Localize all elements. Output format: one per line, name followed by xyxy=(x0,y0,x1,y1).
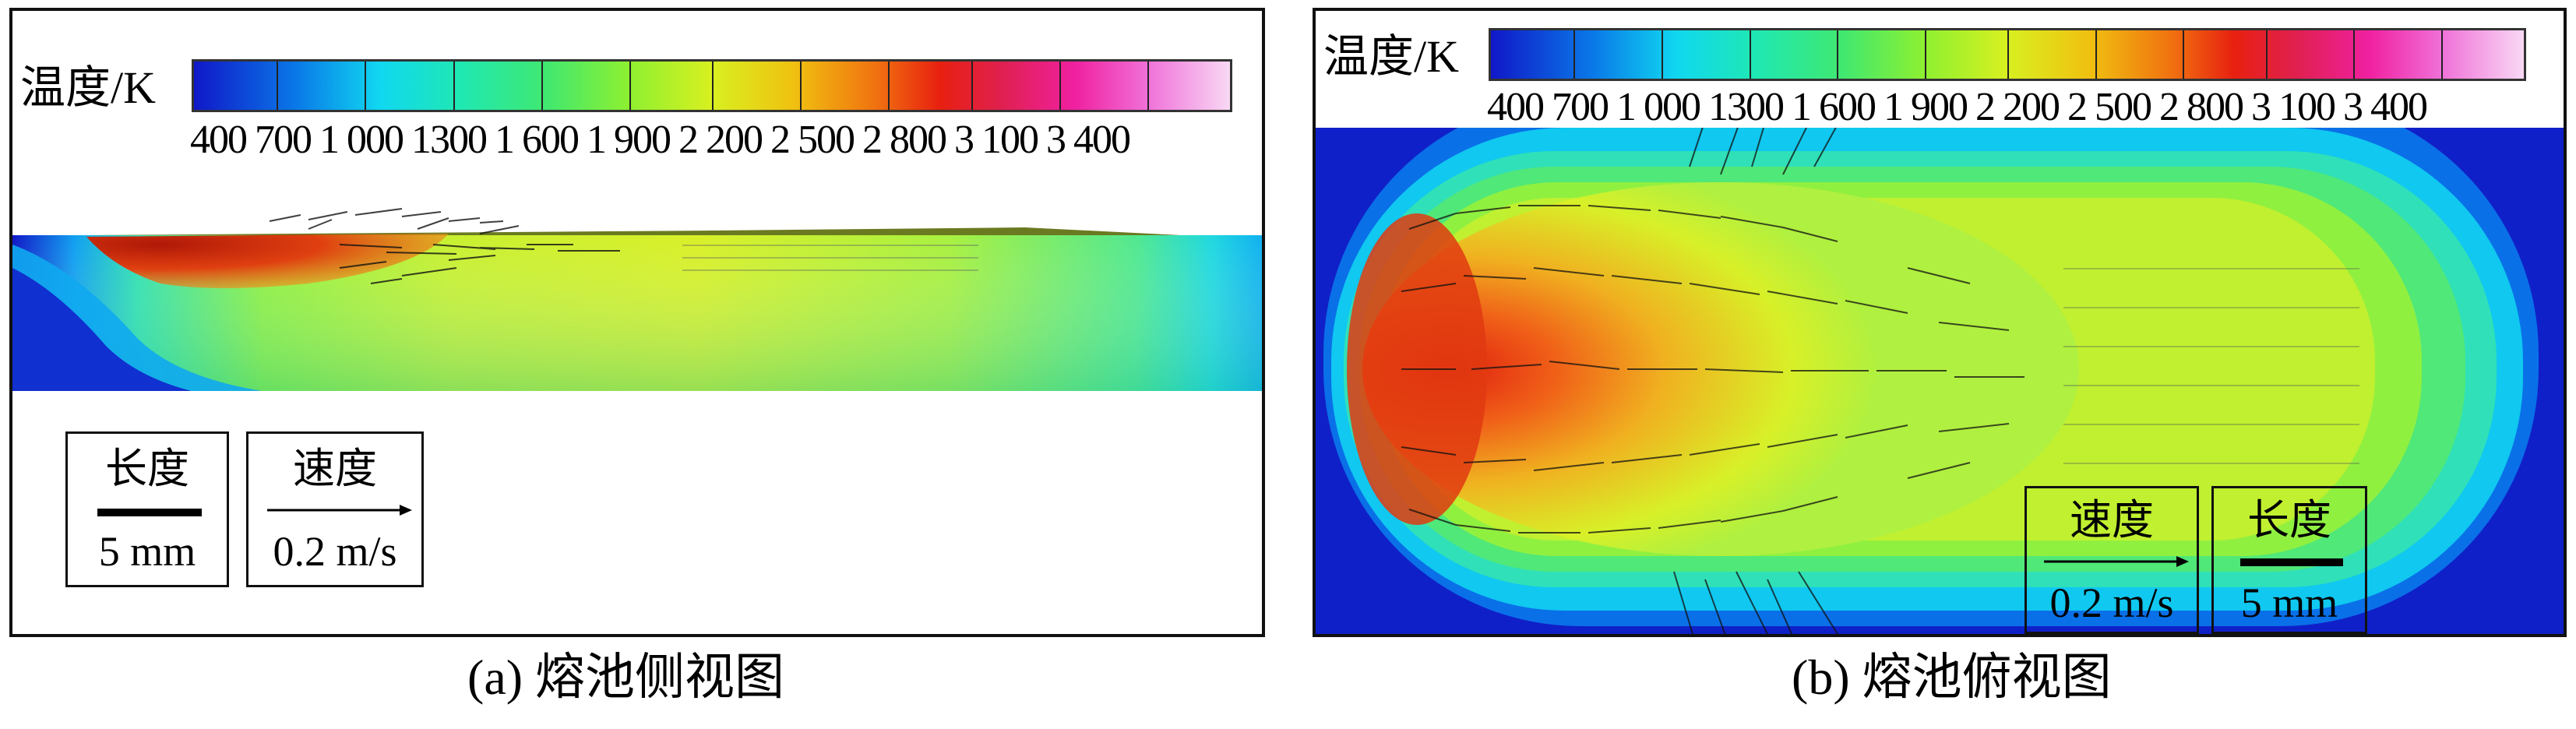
length-value: 5 mm xyxy=(2240,579,2338,626)
colorbar-tick-labels: 400 700 1 000 1300 1 600 1 900 2 200 2 5… xyxy=(1487,85,2428,129)
speed-value: 0.2 m/s xyxy=(2049,579,2174,626)
speed-label: 速度 xyxy=(293,446,377,492)
length-label: 长度 xyxy=(105,446,189,492)
cold-region xyxy=(12,268,192,391)
length-scale-bar xyxy=(97,509,202,516)
colorbar-tick-labels: 400 700 1 000 1300 1 600 1 900 2 200 2 5… xyxy=(190,118,1131,162)
speed-scale-legend: 速度 0.2 m/s xyxy=(2025,486,2199,634)
speed-arrow-icon xyxy=(2044,556,2189,567)
length-scale-legend: 长度 5 mm xyxy=(2211,486,2367,634)
colorbar-title: 温度/K xyxy=(20,62,157,113)
molten-pool xyxy=(86,234,449,288)
colorbar xyxy=(1489,28,2526,81)
colorbar-title: 温度/K xyxy=(1323,31,1460,82)
speed-label: 速度 xyxy=(2070,497,2154,544)
speed-scale-legend: 速度 0.2 m/s xyxy=(246,431,424,587)
velocity-vectors xyxy=(1401,80,2025,634)
length-value: 5 mm xyxy=(98,528,196,575)
deposited-track xyxy=(90,227,1181,235)
cool-region xyxy=(12,245,262,391)
speed-arrow-icon xyxy=(267,505,412,516)
colorbar xyxy=(192,59,1232,112)
caption-side-view: (a) 熔池侧视图 xyxy=(467,650,785,705)
length-scale-legend: 长度 5 mm xyxy=(65,431,229,587)
caption-top-view: (b) 熔池俯视图 xyxy=(1792,650,2112,705)
top-view-temperature-field xyxy=(1316,11,2564,634)
velocity-vectors xyxy=(269,208,620,284)
side-view-temperature-field xyxy=(12,208,1262,391)
vector-field-dots xyxy=(682,245,978,271)
side-view-panel: 温度/K 400 700 1 000 1300 1 600 1 900 2 20… xyxy=(9,8,1265,637)
top-view-panel: 温度/K 400 700 1 000 1300 1 600 1 900 2 20… xyxy=(1313,8,2567,637)
length-scale-bar xyxy=(2240,558,2343,566)
vector-field-dots xyxy=(2063,268,2359,464)
length-label: 长度 xyxy=(2247,497,2331,544)
speed-value: 0.2 m/s xyxy=(273,528,397,575)
